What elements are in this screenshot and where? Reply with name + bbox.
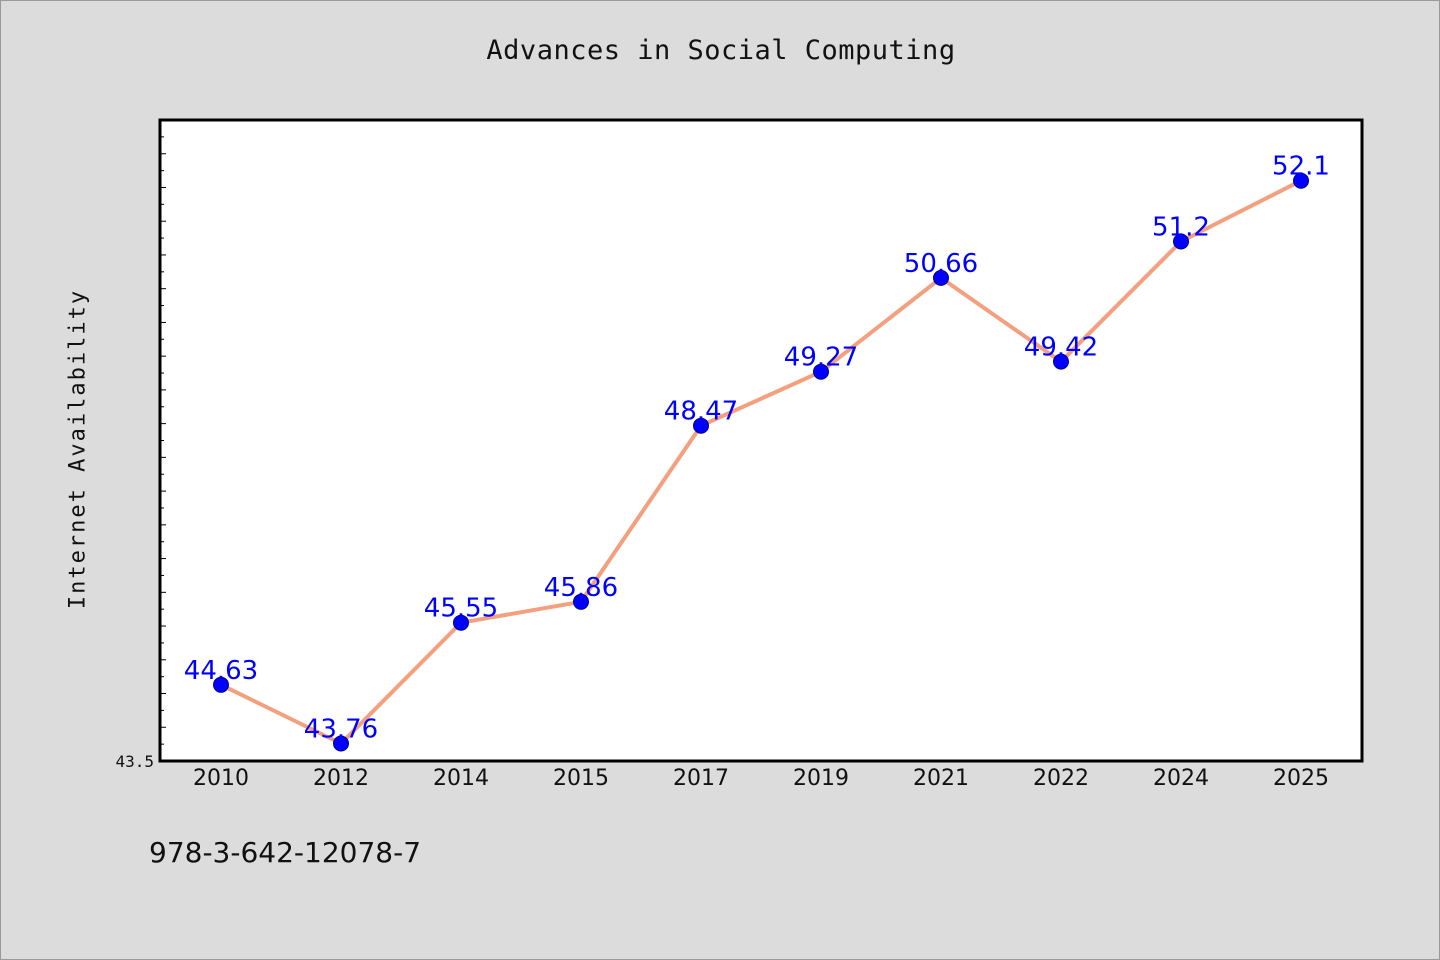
data-point	[693, 417, 709, 434]
x-tick-label: 2017	[673, 766, 729, 791]
x-tick-label: 2012	[313, 766, 369, 791]
data-label: 45.55	[424, 594, 498, 624]
footer-isbn: 978-3-642-12078-7	[149, 836, 422, 869]
data-point	[1053, 353, 1069, 370]
x-tick-label: 2010	[193, 766, 249, 791]
y-axis-ticks	[160, 136, 166, 745]
x-tick-label: 2025	[1273, 766, 1329, 791]
data-markers	[213, 172, 1309, 752]
x-tick-label: 2021	[913, 766, 969, 791]
x-axis-tick-labels: 2010 2012 2014 2015 2017 2019 2021 2022 2024 2025	[193, 766, 1329, 791]
x-tick-label: 2019	[793, 766, 849, 791]
data-point	[333, 735, 349, 752]
data-point	[213, 676, 229, 693]
data-label: 52.1	[1272, 152, 1330, 182]
data-point	[1293, 172, 1309, 189]
x-tick-label: 2022	[1033, 766, 1089, 791]
data-label: 49.27	[784, 343, 858, 373]
data-point	[573, 593, 589, 610]
data-label: 51.2	[1152, 213, 1210, 243]
series-line-group	[219, 178, 1303, 746]
data-point	[813, 363, 829, 380]
data-point	[453, 614, 469, 631]
y-axis-min-tick-label: 43.5	[115, 752, 154, 771]
data-labels: 44.63 43.76 45.55 45.86 48.47 49.27 50.66 49.42…	[184, 152, 1330, 745]
data-label: 44.63	[184, 656, 258, 686]
x-tick-label: 2024	[1153, 766, 1209, 791]
data-label: 49.42	[1024, 333, 1098, 363]
plot-area	[158, 118, 1364, 763]
data-label: 48.47	[664, 397, 738, 427]
data-point	[1173, 233, 1189, 250]
data-label: 43.76	[304, 715, 378, 745]
data-label: 45.86	[544, 573, 618, 603]
chart-title: Advances in Social Computing	[486, 35, 956, 66]
data-point	[933, 269, 949, 286]
series-line	[219, 178, 1303, 746]
x-tick-label: 2014	[433, 766, 489, 791]
x-tick-label: 2015	[553, 766, 609, 791]
data-label: 50.66	[904, 249, 978, 279]
